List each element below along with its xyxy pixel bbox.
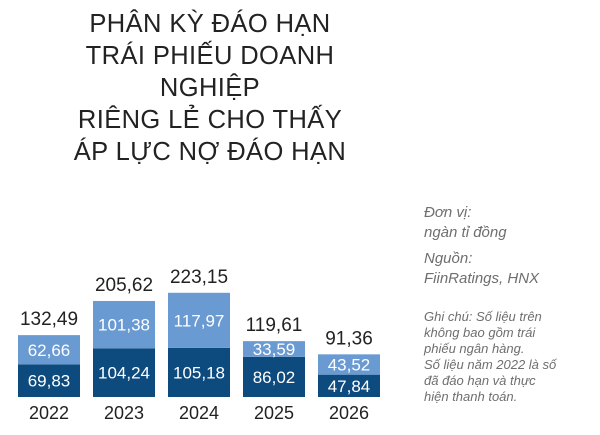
x-tick-label: 2024 (179, 403, 219, 423)
data-label-upper: 101,38 (98, 316, 150, 335)
bar-segment-lower (18, 364, 80, 397)
bar-segment-upper (18, 335, 80, 365)
bar-segment-lower (243, 356, 305, 397)
x-tick-label: 2023 (104, 403, 144, 423)
bar-segment-lower (168, 347, 230, 397)
footnote-line-4: Số liệu năm 2022 là số (424, 357, 557, 372)
data-label-lower: 105,18 (173, 363, 225, 382)
bar-segment-lower (93, 348, 155, 397)
data-label-lower: 69,83 (28, 372, 71, 391)
data-label-upper: 117,97 (174, 311, 225, 330)
title-line-1: PHÂN KỲ ĐÁO HẠN (89, 10, 331, 38)
data-label-total: 132,49 (20, 309, 78, 330)
data-label-total: 205,62 (95, 275, 153, 296)
footnote-line-1: Ghi chú: Số liệu trên (424, 309, 542, 324)
x-tick-label: 2026 (329, 403, 369, 423)
x-tick-label: 2025 (254, 403, 294, 423)
footnote-line-5: đã đáo hạn và thực (424, 373, 536, 388)
footnote-line-3: phiếu ngân hàng. (424, 341, 525, 356)
footnote-line-2: không bao gồm trái (424, 325, 536, 340)
data-label-lower: 104,24 (98, 364, 150, 383)
unit-value: ngàn tỉ đồng (424, 224, 507, 241)
bar-segment-upper (243, 341, 305, 357)
footnote-line-6: hiện thanh toán. (424, 389, 518, 404)
data-label-upper: 43,52 (328, 355, 371, 374)
data-label-upper: 62,66 (28, 341, 71, 360)
unit-label: Đơn vị: (424, 204, 472, 221)
data-label-lower: 47,84 (328, 377, 371, 396)
x-tick-label: 2022 (29, 403, 69, 423)
bar-segment-upper (318, 354, 380, 375)
title-line-4: ÁP LỰC NỢ ĐÁO HẠN (73, 138, 347, 166)
bar-segment-lower (318, 374, 380, 397)
source-value: FiinRatings, HNX (424, 270, 540, 287)
data-label-total: 223,15 (170, 267, 228, 288)
unit-note: Đơn vị: ngàn tỉ đồng (424, 203, 507, 243)
source-label: Nguồn: (424, 250, 473, 267)
footnote: Ghi chú: Số liệu trên không bao gồm trái… (424, 309, 596, 405)
bar-segment-upper (93, 300, 155, 349)
title-line-3: RIÊNG LẺ CHO THẤY (77, 106, 343, 134)
source-note: Nguồn: FiinRatings, HNX (424, 249, 539, 289)
data-label-total: 91,36 (325, 328, 373, 349)
data-label-total: 119,61 (246, 315, 303, 336)
data-label-upper: 33,59 (253, 340, 296, 359)
bar-segment-upper (168, 292, 230, 348)
data-label-lower: 86,02 (253, 368, 296, 387)
chart-title: PHÂN KỲ ĐÁO HẠN TRÁI PHIẾU DOANH NGHIỆP … (60, 8, 360, 168)
title-line-2: TRÁI PHIẾU DOANH NGHIỆP (85, 42, 335, 102)
